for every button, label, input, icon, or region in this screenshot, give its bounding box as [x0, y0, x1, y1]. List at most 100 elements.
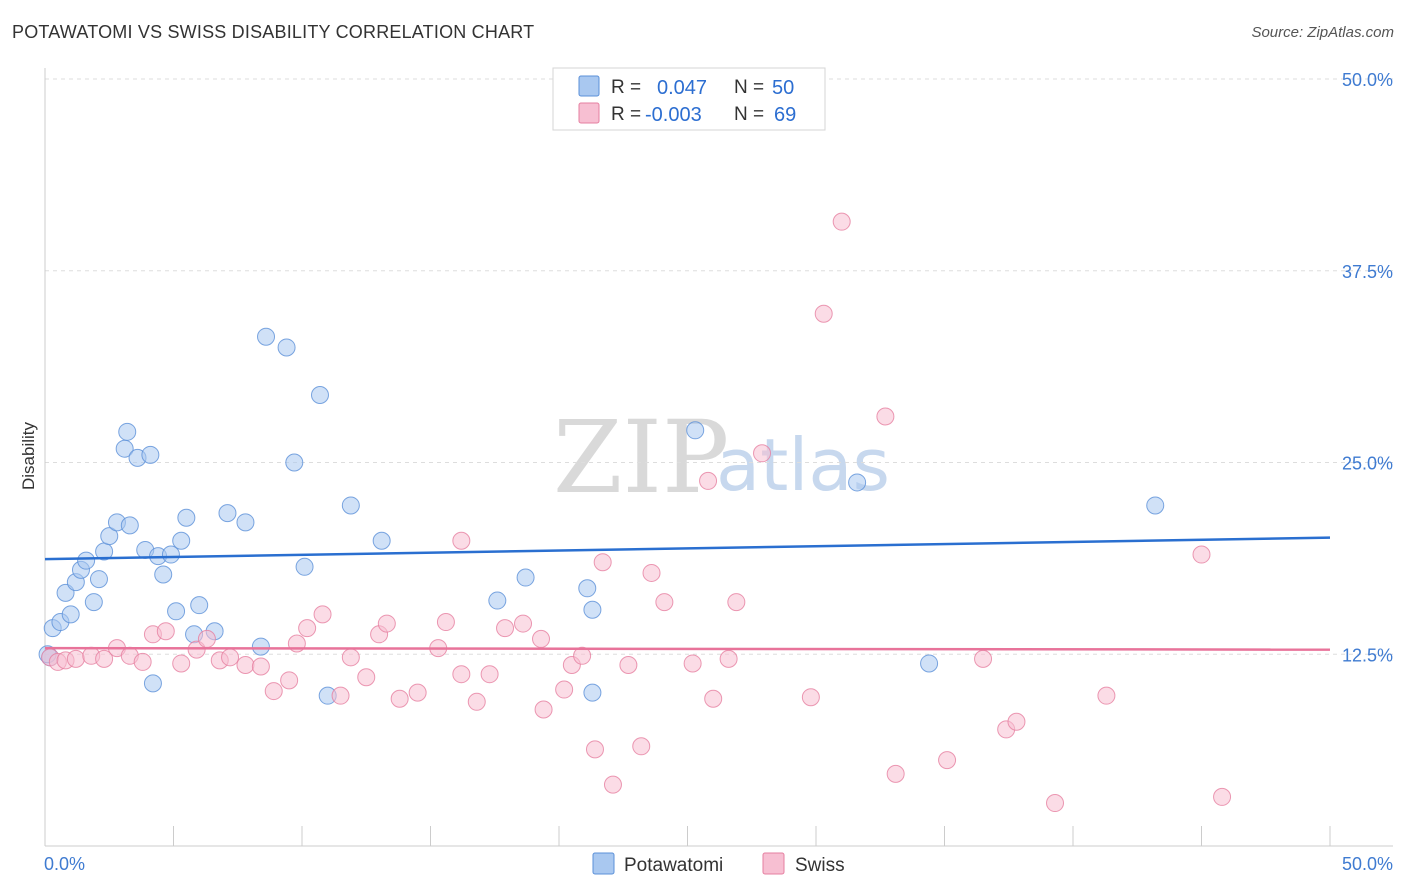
scatter-point-swiss [814, 304, 833, 323]
scatter-point-potawatomi [251, 637, 270, 656]
y-axis-label: Disability [19, 421, 38, 490]
scatter-point-potawatomi [848, 473, 867, 492]
scatter-point-swiss [655, 593, 674, 612]
scatter-point-swiss [876, 407, 895, 426]
scatter-point-swiss [514, 614, 533, 633]
scatter-point-potawatomi [172, 531, 191, 550]
scatter-point-swiss [467, 692, 486, 711]
ticks: 12.5% 25.0% 37.5% 50.0% [173, 70, 1393, 846]
scatter-point-swiss [683, 654, 702, 673]
scatter-point-swiss [331, 686, 350, 705]
scatter-point-swiss [480, 665, 499, 684]
scatter-point-swiss [699, 471, 718, 490]
scatter-point-potawatomi [61, 605, 80, 624]
scatter-point-potawatomi [285, 453, 304, 472]
scatter-point-potawatomi [77, 551, 96, 570]
scatter-point-swiss [496, 619, 515, 638]
scatter-point-swiss [236, 655, 255, 674]
y-tick-label: 37.5% [1342, 262, 1393, 282]
legend-n-value-swiss: 69 [774, 104, 796, 126]
y-tick-label: 50.0% [1342, 70, 1393, 90]
scatter-point-swiss [801, 688, 820, 707]
trend-lines [44, 536, 1331, 651]
scatter-point-swiss [585, 740, 604, 759]
scatter-point-swiss [573, 646, 592, 665]
scatter-point-potawatomi [578, 579, 597, 598]
legend-n-value-potawatomi: 50 [772, 77, 794, 99]
scatter-point-swiss [221, 648, 240, 667]
scatter-point-swiss [436, 613, 455, 632]
legend-n-label-potawatomi: N = [734, 77, 764, 98]
scatter-point-potawatomi [516, 568, 535, 587]
scatter-point-swiss [1046, 794, 1065, 813]
series-legend-swatch-potawatomi [592, 852, 615, 875]
scatter-point-swiss [753, 444, 772, 463]
trend-line-potawatomi [44, 536, 1331, 561]
scatter-point-swiss [938, 751, 957, 770]
scatter-point-swiss [1097, 686, 1116, 705]
series-legend-label-potawatomi: Potawatomi [624, 855, 723, 876]
scatter-point-swiss [172, 654, 191, 673]
scatter-point-potawatomi [583, 600, 602, 619]
trend-line-swiss [44, 646, 1331, 651]
scatter-point-swiss [452, 665, 471, 684]
scatter-point-swiss [603, 775, 622, 794]
scatter-point-swiss [974, 649, 993, 668]
scatter-point-potawatomi [177, 508, 196, 527]
legend-n-label-swiss: N = [734, 104, 764, 125]
grid-lines [45, 78, 1393, 655]
watermark-atlas: atlas [716, 423, 890, 507]
scatter-point-potawatomi [120, 516, 139, 535]
scatter-point-potawatomi [583, 683, 602, 702]
legend-swatch-swiss [578, 102, 600, 124]
correlation-legend: R = 0.047 N = 50 R = -0.003 N = 69 [552, 67, 826, 131]
scatter-point-potawatomi [84, 593, 103, 612]
scatter-point-potawatomi [190, 596, 209, 615]
scatter-point-potawatomi [167, 602, 186, 621]
scatter-point-potawatomi [295, 557, 314, 576]
scatter-point-swiss [264, 682, 283, 701]
scatter-point-swiss [619, 655, 638, 674]
scatter-point-swiss [280, 671, 299, 690]
legend-swatch-potawatomi [578, 75, 600, 97]
scatter-point-swiss [452, 531, 471, 550]
legend-r-label-potawatomi: R = [611, 77, 641, 98]
scatter-point-potawatomi [236, 513, 255, 532]
scatter-point-swiss [719, 649, 738, 668]
axes [44, 68, 1393, 847]
scatter-point-potawatomi [218, 504, 237, 523]
x-tick-label-max: 50.0% [1342, 854, 1393, 874]
scatter-point-swiss [95, 649, 114, 668]
scatter-point-potawatomi [154, 565, 173, 584]
source-label: Source: ZipAtlas.com [1251, 24, 1394, 41]
scatter-point-swiss [832, 212, 851, 231]
scatter-point-swiss [1007, 712, 1026, 731]
series-legend-label-swiss: Swiss [795, 855, 845, 876]
scatter-point-swiss [632, 737, 651, 756]
scatter-point-swiss [704, 689, 723, 708]
scatter-point-potawatomi [141, 445, 160, 464]
scatter-point-swiss [251, 657, 270, 676]
scatter-point-swiss [341, 648, 360, 667]
scatter-point-potawatomi [257, 327, 276, 346]
scatter-point-swiss [642, 563, 661, 582]
scatter-point-potawatomi [143, 674, 162, 693]
scatter-point-swiss [313, 605, 332, 624]
scatter-point-potawatomi [118, 422, 137, 441]
scatter-point-swiss [390, 689, 409, 708]
y-tick-label: 25.0% [1342, 454, 1393, 474]
watermark-zip: ZIP [553, 399, 729, 516]
scatter-point-swiss [133, 652, 152, 671]
scatter-point-swiss [1213, 787, 1232, 806]
scatter-point-potawatomi [161, 545, 180, 564]
scatter-point-potawatomi [341, 496, 360, 515]
series-legend: Potawatomi Swiss [592, 852, 845, 876]
scatter-point-swiss [886, 764, 905, 783]
scatter-point-swiss [377, 614, 396, 633]
legend-r-value-swiss: -0.003 [645, 104, 702, 126]
scatter-point-swiss [534, 700, 553, 719]
scatter-point-potawatomi [920, 654, 939, 673]
scatter-point-swiss [156, 622, 175, 641]
scatter-point-swiss [357, 668, 376, 687]
